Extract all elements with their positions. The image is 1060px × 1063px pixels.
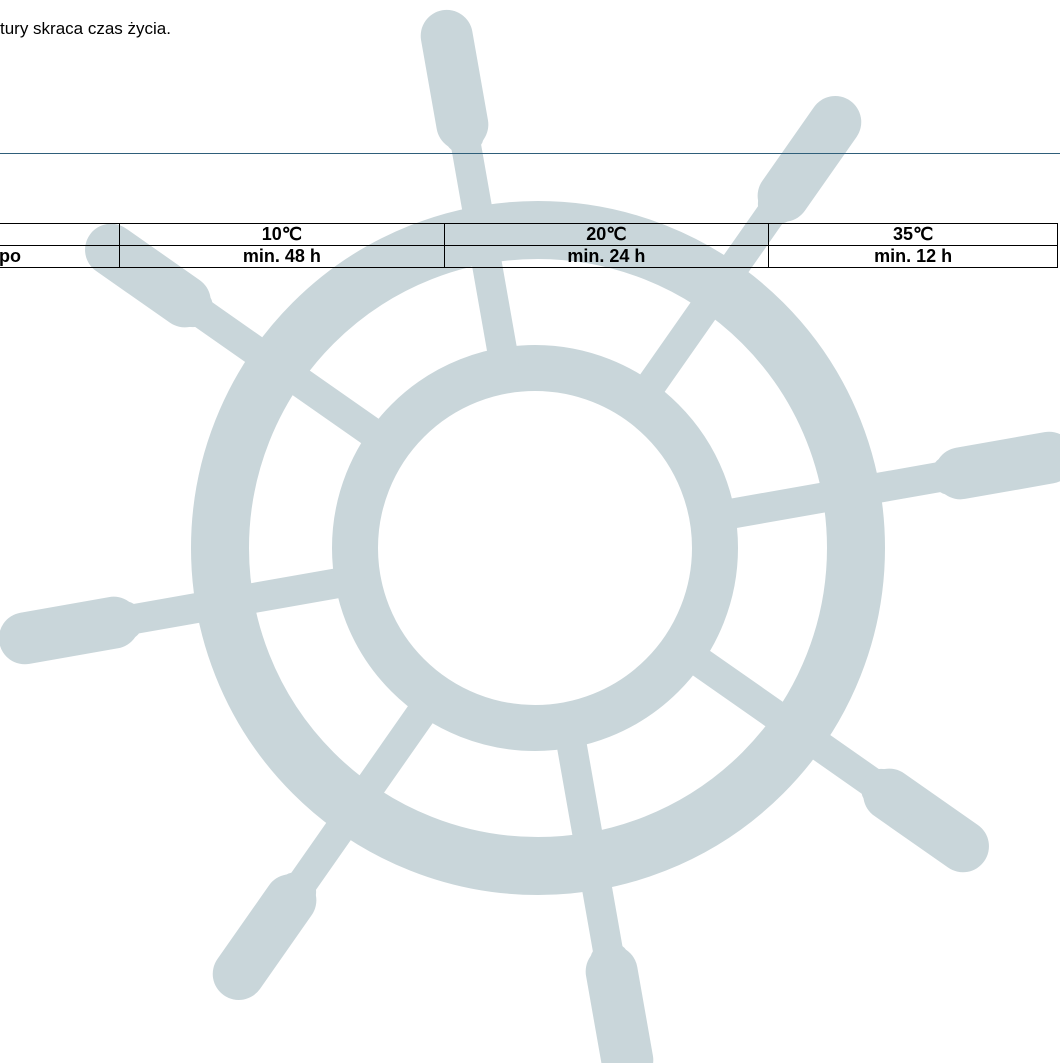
- cell: min. 24 h: [443, 245, 770, 268]
- header-cell: 35℃: [768, 223, 1058, 246]
- temperature-table: 10℃ 20℃ 35℃ po min. 48 h min. 24 h min. …: [0, 223, 1058, 268]
- wheel-hub: [332, 345, 738, 751]
- header-cell: 10℃: [119, 223, 445, 246]
- wheel-spoke: [177, 292, 397, 455]
- cell: min. 48 h: [119, 245, 445, 268]
- table-header: 10℃ 20℃ 35℃: [0, 223, 1058, 246]
- header-cell: [0, 223, 121, 246]
- wheel-spoke: [83, 600, 144, 645]
- wheel-spoke: [861, 768, 918, 821]
- wheel-spoke: [281, 688, 444, 908]
- separator: [0, 153, 1060, 154]
- cell: min. 12 h: [768, 245, 1058, 268]
- wheel-spoke: [757, 167, 810, 224]
- wheel-spoke: [677, 641, 897, 804]
- wheel-spoke: [156, 275, 213, 328]
- wheel-spoke: [554, 720, 625, 977]
- wheel-spoke: [264, 872, 317, 929]
- table-row: po min. 48 h min. 24 h min. 12 h: [0, 245, 1058, 268]
- row-label: po: [0, 245, 121, 268]
- wheel-spoke: [440, 94, 485, 155]
- wheel-spoke: [108, 565, 365, 636]
- paragraph: tury skraca czas życia.: [0, 19, 171, 38]
- header-cell: 20℃: [443, 223, 770, 246]
- wheel-spoke: [709, 460, 966, 531]
- wheel-spoke: [589, 941, 634, 1002]
- wheel-spoke: [930, 451, 991, 496]
